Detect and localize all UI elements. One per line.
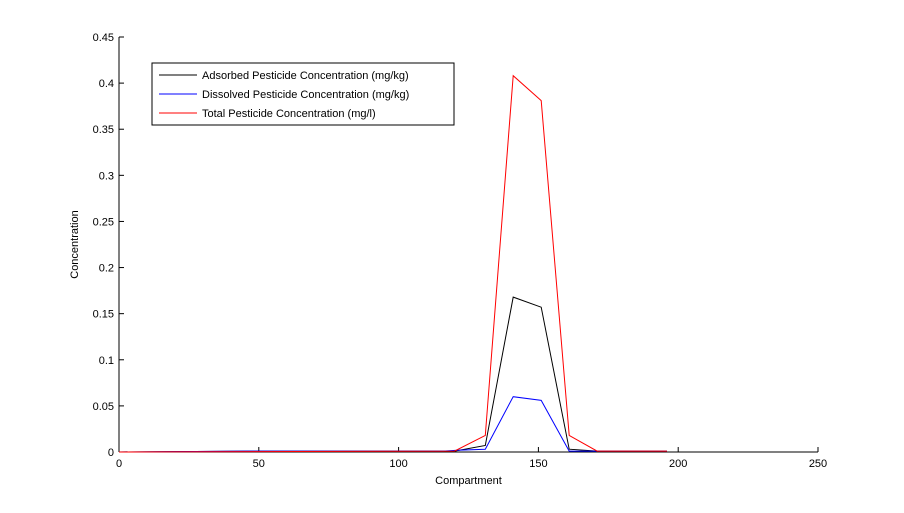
series-line-1	[118, 296, 667, 453]
x-tick-label: 250	[809, 458, 827, 470]
legend-label: Adsorbed Pesticide Concentration (mg/kg)	[202, 70, 409, 82]
y-tick-label: 0.05	[93, 401, 114, 413]
y-tick-label: 0.1	[99, 355, 114, 367]
x-tick-label: 200	[669, 458, 687, 470]
legend: Adsorbed Pesticide Concentration (mg/kg)…	[151, 62, 455, 126]
x-tick-label: 50	[253, 458, 265, 470]
y-tick-label: 0.4	[99, 78, 114, 90]
x-tick-label: 100	[389, 458, 407, 470]
x-tick-label: 150	[529, 458, 547, 470]
legend-box	[151, 62, 455, 126]
y-tick-label: 0.3	[99, 170, 114, 182]
y-tick-label: 0	[108, 447, 114, 459]
y-tick-label: 0.15	[93, 309, 114, 321]
axes: 0 50 100 150 200 250 0 0.05 0.1 0.15 0.2 0.25 0.3 0.3…	[93, 32, 828, 470]
y-tick-label: 0.25	[93, 216, 114, 228]
series-line-3	[118, 74, 667, 453]
series-lines	[118, 74, 667, 453]
y-axis-label: Concentration	[69, 210, 81, 279]
legend-label: Dissolved Pesticide Concentration (mg/kg…	[202, 89, 409, 101]
x-axis-label: Compartment	[435, 475, 502, 487]
x-tick-label: 0	[116, 458, 122, 470]
legend-label: Total Pesticide Concentration (mg/l)	[202, 108, 376, 120]
y-tick-label: 0.35	[93, 124, 114, 136]
y-tick-label: 0.45	[93, 32, 114, 44]
y-tick-label: 0.2	[99, 263, 114, 275]
